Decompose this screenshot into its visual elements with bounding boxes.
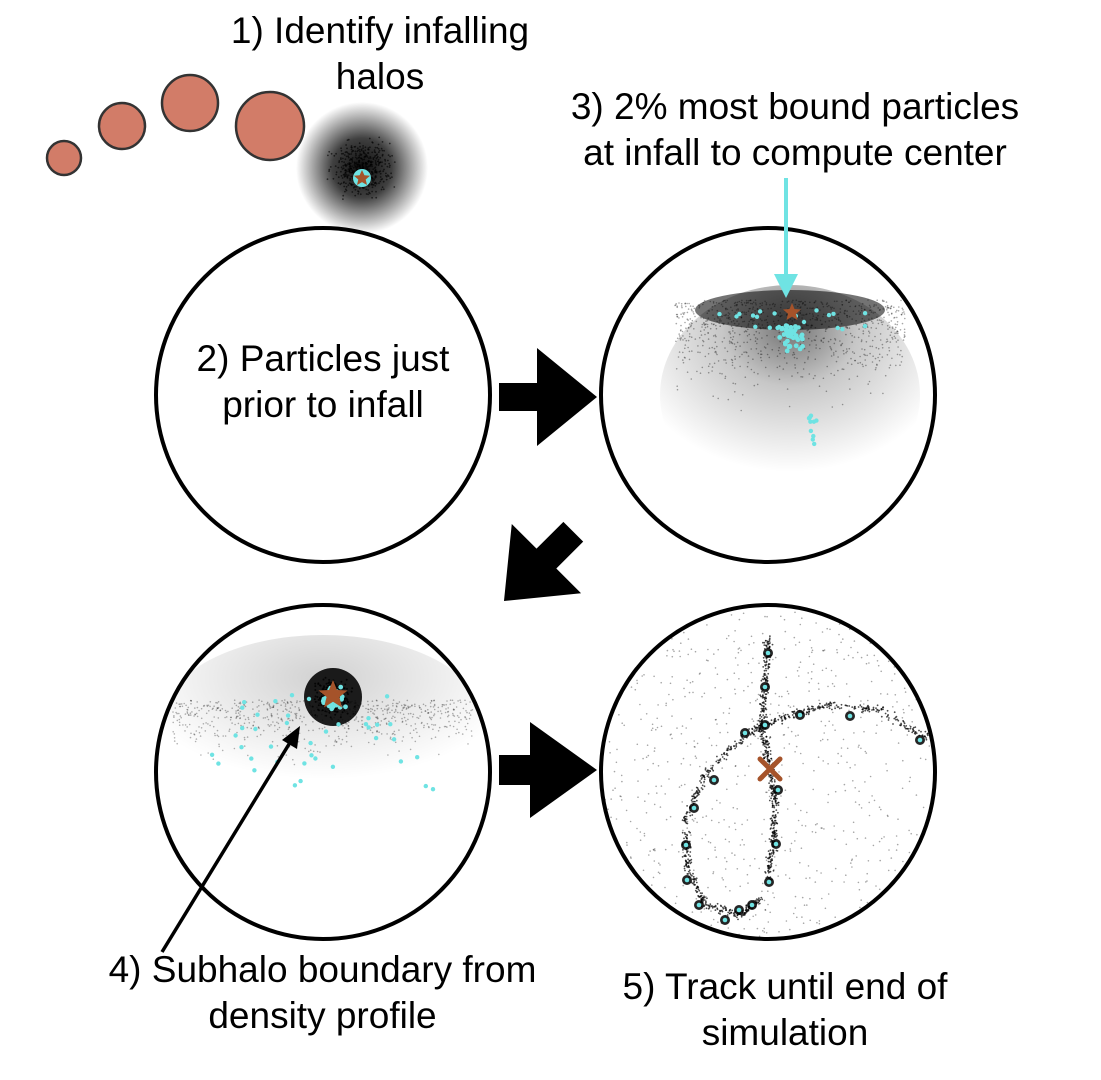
step2-label: 2) Particles just prior to infall [196, 338, 450, 425]
infalling-halo-particles [296, 102, 428, 234]
step5-label: 5) Track until end of simulation [622, 966, 948, 1053]
step3-circle [599, 226, 937, 564]
block-arrow-icon [503, 521, 584, 602]
x-mark-icon [757, 756, 783, 782]
star-icon [318, 680, 348, 708]
step4-label: 4) Subhalo boundary from density profile [108, 949, 537, 1036]
step3-label: 3) 2% most bound particles at infall to … [570, 86, 1020, 173]
halo-circle [45, 139, 83, 177]
infalling-halos [45, 73, 306, 177]
halo-circle [160, 73, 220, 133]
boundary-pointer-arrow [160, 726, 300, 953]
block-arrow-icon [499, 722, 597, 818]
step1-label: 1) Identify infalling halos [230, 10, 530, 97]
step5-particles [601, 609, 935, 939]
step5-circle [599, 603, 937, 941]
step3-particles [660, 285, 920, 505]
star-icon [783, 303, 801, 320]
halo-circle [97, 101, 147, 151]
center-pointer-arrow [774, 178, 798, 298]
step4-circle [154, 603, 492, 941]
halo-circle [234, 90, 306, 162]
step2-circle [154, 226, 492, 564]
star-icon [354, 170, 370, 185]
step4-particles [163, 635, 483, 805]
block-arrow-icon [499, 348, 597, 446]
